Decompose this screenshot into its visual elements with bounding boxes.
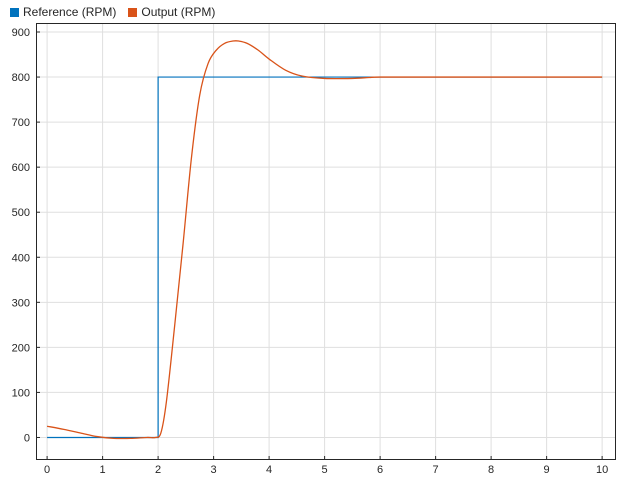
- x-tick-label-4: 4: [266, 464, 272, 476]
- y-tick-label-2: 200: [12, 342, 30, 354]
- plot-background: [36, 23, 616, 460]
- y-tick-label-9: 900: [12, 27, 30, 39]
- y-tick-label-3: 300: [12, 297, 30, 309]
- x-tick-label-7: 7: [433, 464, 439, 476]
- y-tick-label-6: 600: [12, 162, 30, 174]
- x-tick-label-2: 2: [155, 464, 161, 476]
- y-tick-label-4: 400: [12, 252, 30, 264]
- x-tick-label-3: 3: [211, 464, 217, 476]
- x-tick-label-5: 5: [322, 464, 328, 476]
- x-tick-label-10: 10: [596, 464, 608, 476]
- x-tick-label-6: 6: [377, 464, 383, 476]
- y-tick-label-7: 700: [12, 117, 30, 129]
- y-tick-label-0: 0: [24, 432, 30, 444]
- y-tick-label-1: 100: [12, 387, 30, 399]
- y-tick-label-5: 500: [12, 207, 30, 219]
- x-tick-label-9: 9: [544, 464, 550, 476]
- x-tick-label-1: 1: [100, 464, 106, 476]
- y-tick-label-8: 800: [12, 72, 30, 84]
- x-tick-label-0: 0: [44, 464, 50, 476]
- x-tick-label-8: 8: [488, 464, 494, 476]
